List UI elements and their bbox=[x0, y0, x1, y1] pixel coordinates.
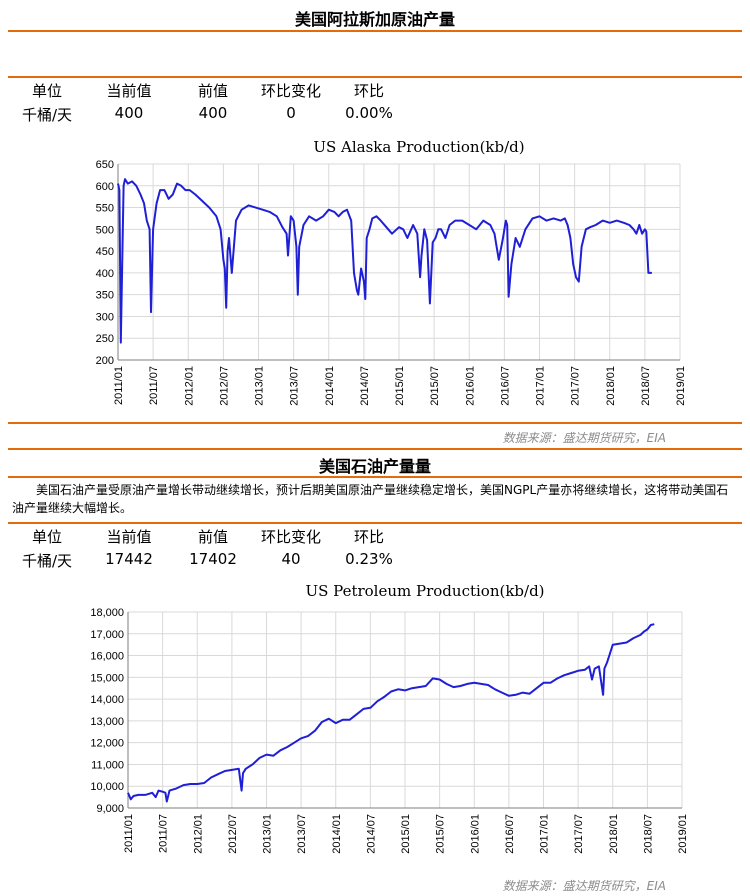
x-tick-label: 2015/07 bbox=[435, 814, 447, 854]
x-tick-label: 2016/07 bbox=[499, 366, 511, 406]
y-tick-label: 17,000 bbox=[90, 629, 124, 641]
x-tick-label: 2012/07 bbox=[227, 814, 239, 854]
series-line bbox=[117, 178, 652, 344]
stats-value-row: 千桶/天 17442 17402 40 0.23% bbox=[0, 550, 750, 572]
x-tick-label: 2014/01 bbox=[324, 366, 336, 406]
x-tick-label: 2017/07 bbox=[570, 366, 582, 406]
x-tick-label: 2019/01 bbox=[677, 814, 689, 854]
x-tick-label: 2017/01 bbox=[535, 366, 547, 406]
y-tick-label: 11,000 bbox=[91, 759, 124, 771]
x-tick-label: 2012/01 bbox=[183, 366, 195, 406]
x-tick-label: 2018/07 bbox=[640, 366, 652, 406]
stats-value-previous: 17402 bbox=[189, 550, 237, 568]
section1-source: 数据来源：盛达期货研究，EIA bbox=[502, 431, 666, 445]
x-tick-label: 2018/01 bbox=[605, 366, 617, 406]
y-tick-label: 15,000 bbox=[90, 672, 124, 684]
stats-value-row: 千桶/天 400 400 0 0.00% bbox=[0, 104, 750, 126]
y-tick-label: 13,000 bbox=[90, 716, 124, 728]
x-tick-label: 2015/01 bbox=[400, 814, 412, 854]
y-tick-label: 350 bbox=[96, 290, 114, 302]
x-tick-label: 2019/01 bbox=[675, 366, 687, 406]
x-tick-label: 2018/07 bbox=[642, 814, 654, 854]
y-tick-label: 16,000 bbox=[90, 651, 124, 663]
x-tick-label: 2011/01 bbox=[113, 366, 125, 405]
section2-stats-rule bbox=[8, 522, 742, 524]
stats-header-current: 当前值 bbox=[106, 82, 152, 100]
y-tick-label: 500 bbox=[96, 224, 114, 236]
y-tick-label: 14,000 bbox=[90, 694, 124, 706]
x-tick-label: 2017/01 bbox=[539, 814, 551, 854]
stats-header-unit: 单位 bbox=[31, 528, 62, 546]
stats-value-unit: 千桶/天 bbox=[21, 106, 73, 124]
section2-source: 数据来源：盛达期货研究，EIA bbox=[502, 879, 666, 893]
x-tick-label: 2011/01 bbox=[123, 814, 135, 853]
stats-header-row: 单位 当前值 前值 环比变化 环比 bbox=[0, 526, 750, 548]
y-tick-label: 550 bbox=[96, 203, 114, 215]
x-tick-label: 2014/01 bbox=[331, 814, 343, 854]
y-tick-label: 12,000 bbox=[90, 738, 124, 750]
x-tick-label: 2017/07 bbox=[573, 814, 585, 854]
stats-header-row: 单位 当前值 前值 环比变化 环比 bbox=[0, 80, 750, 102]
section2-top-rule bbox=[8, 448, 742, 450]
x-tick-label: 2016/01 bbox=[464, 366, 476, 406]
stats-header-unit: 单位 bbox=[31, 82, 62, 100]
section1-title: 美国阿拉斯加原油产量 bbox=[294, 10, 455, 29]
x-tick-label: 2012/01 bbox=[192, 814, 204, 854]
stats-header-previous: 前值 bbox=[197, 528, 228, 546]
stats-header-change: 环比变化 bbox=[260, 528, 321, 546]
section1-top-rule bbox=[8, 30, 742, 32]
x-tick-label: 2011/07 bbox=[158, 814, 170, 853]
section2-title-rule bbox=[8, 476, 742, 478]
y-tick-label: 10,000 bbox=[90, 781, 124, 793]
chart-title: US Petroleum Production(kb/d) bbox=[305, 582, 544, 600]
petroleum-production-chart: US Petroleum Production(kb/d) 9,000 10,000… bbox=[90, 582, 689, 854]
series-line bbox=[127, 623, 655, 803]
y-tick-label: 400 bbox=[96, 268, 114, 280]
stats-value-change: 40 bbox=[281, 550, 301, 568]
x-tick-label: 2016/07 bbox=[504, 814, 516, 854]
y-tick-label: 250 bbox=[96, 333, 114, 345]
stats-value-unit: 千桶/天 bbox=[21, 552, 73, 570]
y-tick-label: 9,000 bbox=[96, 803, 124, 815]
stats-value-current: 17442 bbox=[105, 550, 153, 568]
section2-title: 美国石油产量量 bbox=[318, 457, 431, 476]
x-tick-label: 2014/07 bbox=[359, 366, 371, 406]
x-tick-label: 2018/01 bbox=[608, 814, 620, 854]
stats-header-ratio: 环比 bbox=[353, 528, 384, 546]
section1-bottom-rule bbox=[8, 422, 742, 424]
stats-header-change: 环比变化 bbox=[260, 82, 321, 100]
chart-title: US Alaska Production(kb/d) bbox=[313, 138, 524, 156]
y-tick-label: 450 bbox=[96, 246, 114, 258]
x-tick-label: 2013/07 bbox=[289, 366, 301, 406]
y-tick-label: 600 bbox=[96, 181, 114, 193]
y-tick-label: 650 bbox=[96, 159, 114, 171]
x-tick-label: 2015/07 bbox=[429, 366, 441, 406]
stats-value-previous: 400 bbox=[198, 104, 228, 122]
x-tick-label: 2012/07 bbox=[218, 366, 230, 406]
y-tick-label: 300 bbox=[96, 311, 114, 323]
x-tick-label: 2013/01 bbox=[262, 814, 274, 854]
section2-description: 美国石油产量受原油产量增长带动继续增长，预计后期美国原油产量继续稳定增长，美国N… bbox=[12, 483, 729, 515]
x-tick-label: 2015/01 bbox=[394, 366, 406, 406]
stats-value-current: 400 bbox=[114, 104, 144, 122]
stats-value-ratio: 0.23% bbox=[345, 550, 393, 568]
section1-stats-rule bbox=[8, 76, 742, 78]
x-tick-label: 2013/07 bbox=[296, 814, 308, 854]
x-tick-label: 2013/01 bbox=[254, 366, 266, 406]
x-tick-label: 2016/01 bbox=[469, 814, 481, 854]
stats-header-previous: 前值 bbox=[197, 82, 228, 100]
x-tick-label: 2011/07 bbox=[148, 366, 160, 405]
stats-header-current: 当前值 bbox=[106, 528, 152, 546]
y-tick-label: 200 bbox=[96, 355, 114, 367]
stats-header-ratio: 环比 bbox=[353, 82, 384, 100]
alaska-production-chart: US Alaska Production(kb/d) 200 250 300 350 40… bbox=[96, 138, 687, 406]
x-tick-label: 2014/07 bbox=[365, 814, 377, 854]
stats-value-ratio: 0.00% bbox=[345, 104, 393, 122]
y-tick-label: 18,000 bbox=[90, 607, 124, 619]
stats-value-change: 0 bbox=[286, 104, 296, 122]
